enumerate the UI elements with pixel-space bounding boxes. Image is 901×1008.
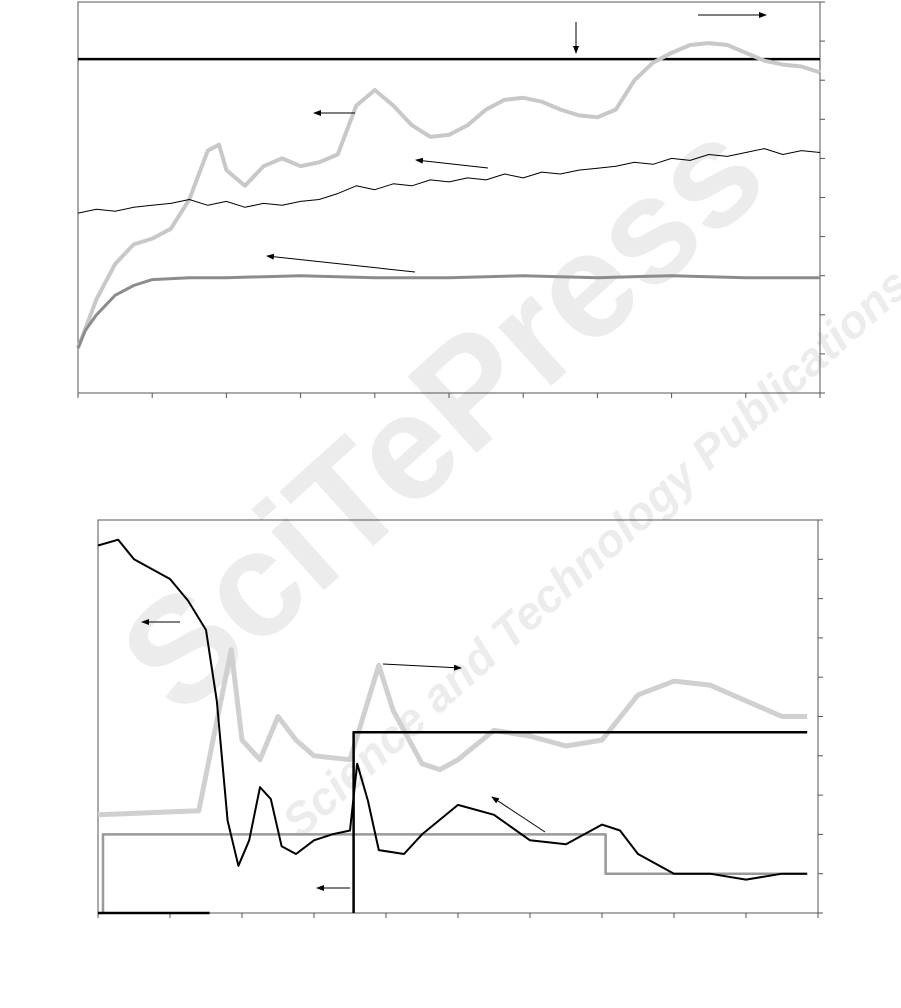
arrow — [266, 253, 416, 273]
series-line — [98, 730, 808, 915]
series-line — [97, 538, 808, 881]
arrow — [491, 796, 546, 833]
series-line — [77, 148, 821, 214]
chart — [97, 519, 823, 918]
charts — [76, 1, 825, 918]
series-line — [76, 41, 821, 349]
arrow — [382, 663, 462, 671]
annotation-arrows — [141, 12, 767, 891]
chart — [76, 1, 825, 398]
arrow — [415, 157, 489, 169]
series-line — [97, 647, 808, 818]
series-line — [76, 274, 820, 349]
